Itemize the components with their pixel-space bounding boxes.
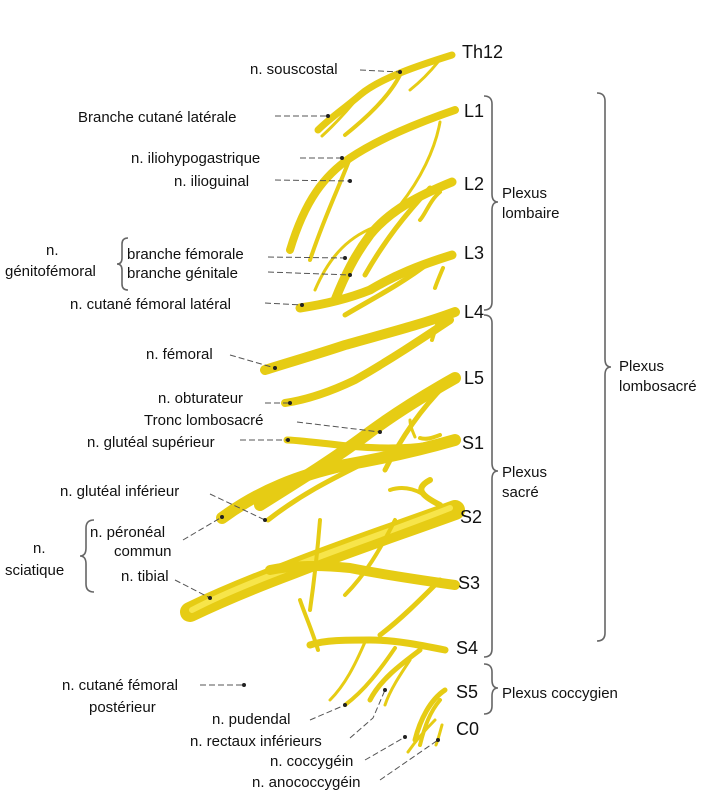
- plexus-coccygien: Plexus coccygien: [502, 685, 618, 702]
- segment-s5: S5: [456, 682, 478, 702]
- plexus-lombaire-line1: Plexus: [502, 185, 547, 202]
- label-peroneal-commun-line1: n. péronéal: [90, 524, 165, 541]
- s1-root-shape: [216, 418, 461, 524]
- segment-s1: S1: [462, 433, 484, 453]
- subcostal-nerve-shape: [314, 51, 456, 138]
- plexus-lombosacre-line1: Plexus: [619, 358, 664, 375]
- label-branche-femorale: branche fémorale: [127, 246, 244, 263]
- l4-root-shape: [260, 307, 460, 407]
- label-anococcygein: n. anococcygéin: [252, 774, 360, 791]
- label-cutane-femoral-posterieur-line1: n. cutané fémoral: [62, 677, 178, 694]
- plexus-lombosacre-line2: lombosacré: [619, 378, 697, 395]
- label-sciatique-line1: n.: [33, 540, 46, 557]
- label-tronc-lombosacre: Tronc lombosacré: [144, 412, 264, 429]
- label-cutane-femoral-lateral: n. cutané fémoral latéral: [70, 296, 231, 313]
- l3-root-shape: [295, 250, 457, 318]
- label-branche-genitale: branche génitale: [127, 265, 238, 282]
- segment-s3: S3: [458, 573, 480, 593]
- braces: [79, 92, 612, 715]
- segment-l1: L1: [464, 101, 484, 121]
- l2-root-shape: [313, 177, 457, 305]
- label-pudendal: n. pudendal: [212, 711, 290, 728]
- segment-th12: Th12: [462, 42, 503, 62]
- nerve-illustration: [180, 51, 465, 754]
- label-rectaux-inferieurs: n. rectaux inférieurs: [190, 733, 322, 750]
- label-tibial: n. tibial: [121, 568, 169, 585]
- nerve-labels: n. souscostal Branche cutané latérale n.…: [5, 61, 360, 791]
- label-cutane-femoral-posterieur-line2: postérieur: [89, 699, 156, 716]
- l1-root-shape: [286, 106, 459, 262]
- coccygeal-root-shape: [406, 687, 448, 754]
- leader-lines: [174, 69, 440, 781]
- plexus-sacre-line1: Plexus: [502, 464, 547, 481]
- sciatic-trunk-shape: [180, 477, 465, 622]
- label-cutane-laterale: Branche cutané latérale: [78, 109, 236, 126]
- label-gluteal-superieur: n. glutéal supérieur: [87, 434, 215, 451]
- s3-root-shape: [265, 518, 460, 652]
- segment-l3: L3: [464, 243, 484, 263]
- plexus-labels: Plexus lombaire Plexus sacré Plexus cocc…: [502, 185, 697, 702]
- label-ilioguinal: n. ilioguinal: [174, 173, 249, 190]
- label-gluteal-inferieur: n. glutéal inférieur: [60, 483, 179, 500]
- segment-l2: L2: [464, 174, 484, 194]
- segment-l5: L5: [464, 368, 484, 388]
- plexus-lombaire-line2: lombaire: [502, 205, 560, 222]
- segment-s2: S2: [460, 507, 482, 527]
- label-femoral: n. fémoral: [146, 346, 213, 363]
- label-souscostal: n. souscostal: [250, 61, 338, 78]
- s4-root-shape: [306, 636, 449, 707]
- label-sciatique-line2: sciatique: [5, 562, 64, 579]
- label-genitofemoral-line1: n.: [46, 242, 59, 259]
- label-obturateur: n. obturateur: [158, 390, 243, 407]
- segment-labels: Th12 L1 L2 L3 L4 L5 S1 S2 S3 S4 S5 C0: [456, 42, 503, 739]
- segment-l4: L4: [464, 302, 484, 322]
- label-coccygein: n. coccygéin: [270, 753, 353, 770]
- plexus-sacre-line2: sacré: [502, 484, 539, 501]
- segment-c0: C0: [456, 719, 479, 739]
- label-peroneal-commun-line2: commun: [114, 543, 172, 560]
- segment-s4: S4: [456, 638, 478, 658]
- label-iliohypogastrique: n. iliohypogastrique: [131, 150, 260, 167]
- label-genitofemoral-line2: génitofémoral: [5, 263, 96, 280]
